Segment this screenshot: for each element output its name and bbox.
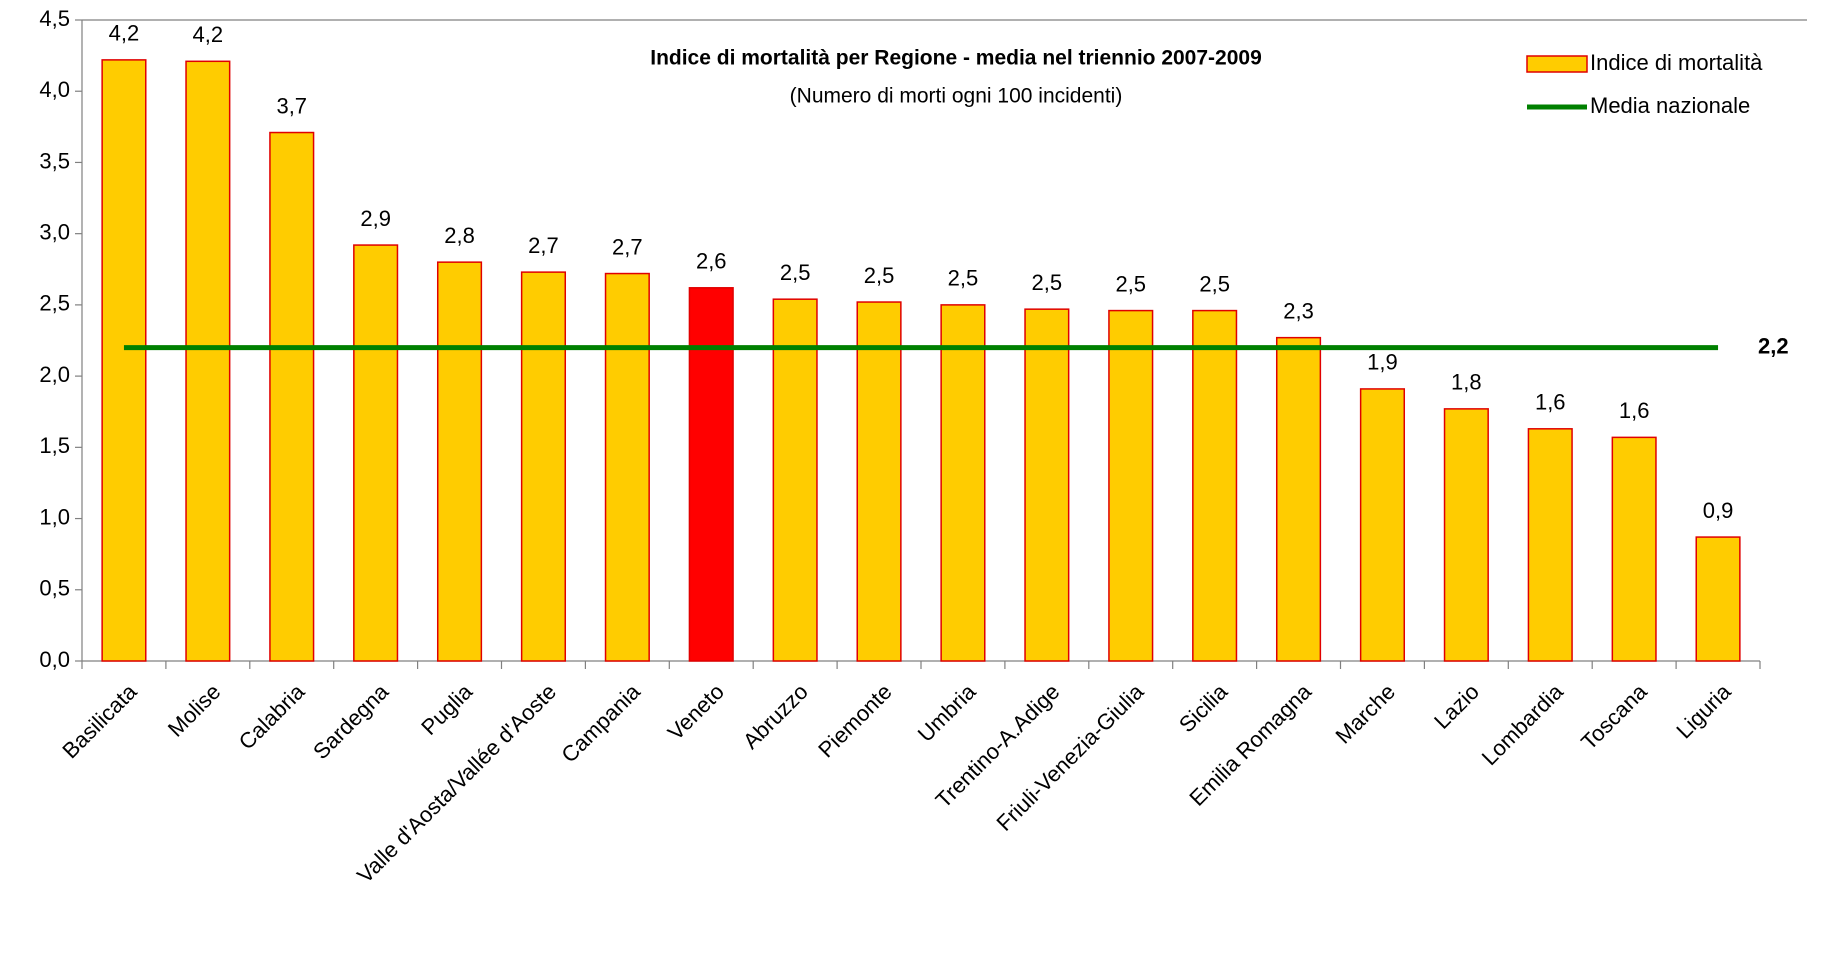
data-label: 1,9 [1367,350,1398,375]
bar [1695,536,1741,662]
y-tick-label: 2,0 [39,362,70,387]
y-tick-label: 1,5 [39,433,70,458]
bar [772,298,818,662]
y-tick-label: 0,0 [39,647,70,672]
data-label: 2,5 [864,263,895,288]
data-label: 1,6 [1535,390,1566,415]
x-tick-label: Piemonte [813,679,896,762]
bar [353,244,399,662]
bar [436,261,483,662]
data-label: 2,6 [696,249,727,274]
legend-label: Indice di mortalità [1590,50,1763,75]
x-tick-label: Umbria [913,678,981,746]
bar [604,272,650,662]
y-tick-label: 3,0 [39,219,70,244]
y-tick-label: 4,0 [39,77,70,102]
bar [1275,336,1322,662]
x-tick-label: Campania [556,678,645,767]
x-tick-label: Sardegna [308,678,394,764]
bar [1108,309,1154,662]
bar [856,301,902,662]
x-tick-label: Liguria [1671,678,1736,743]
y-tick-label: 1,0 [39,504,70,529]
x-tick-label: Friuli-Venezia-Giulia [992,678,1149,835]
bar [1359,388,1406,662]
bar [185,60,231,662]
data-label: 2,7 [612,234,643,259]
x-tick-label: Lombardia [1477,678,1569,770]
data-label: 4,2 [109,21,140,46]
data-label: 2,5 [1032,270,1063,295]
chart-subtitle: (Numero di morti ogni 100 incidenti) [790,85,1123,108]
x-tick-label: Puglia [416,678,477,739]
x-tick-label: Calabria [234,678,310,754]
data-label: 3,7 [276,93,307,118]
bar [101,59,147,662]
data-label: 2,8 [444,223,475,248]
bar [688,287,734,662]
data-label: 2,5 [1199,271,1230,296]
reference-label: 2,2 [1758,333,1789,358]
legend-label: Media nazionale [1590,93,1750,118]
x-tick-label: Molise [163,679,226,742]
bar [1443,408,1489,662]
legend-swatch [1526,55,1588,73]
x-tick-label: Toscana [1576,678,1652,754]
data-label: 4,2 [193,22,224,47]
y-tick-label: 3,5 [39,148,70,173]
data-label: 2,5 [780,260,811,285]
data-label: 2,5 [1115,271,1146,296]
data-label: 2,5 [948,266,979,291]
y-tick-label: 0,5 [39,576,70,601]
x-tick-label: Abruzzo [738,679,813,754]
x-tick-label: Veneto [663,679,729,745]
data-label: 2,3 [1283,298,1314,323]
chart-title: Indice di mortalità per Regione - media … [650,47,1262,70]
x-tick-label: Sicilia [1174,678,1233,737]
x-tick-label: Basilicata [57,678,142,763]
y-tick-label: 4,5 [39,6,70,31]
bar [1192,309,1238,662]
x-tick-label: Marche [1331,679,1401,749]
data-label: 2,7 [528,233,559,258]
y-tick-label: 2,5 [39,291,70,316]
bar [269,131,315,662]
bar [1611,436,1657,662]
data-label: 2,9 [360,206,391,231]
bar [940,304,986,662]
bar [1024,308,1070,662]
data-label: 0,9 [1703,498,1734,523]
bar [1527,428,1573,662]
data-label: 1,6 [1619,398,1650,423]
x-tick-label: Lazio [1429,679,1484,734]
data-label: 1,8 [1451,370,1482,395]
bar [520,271,567,662]
